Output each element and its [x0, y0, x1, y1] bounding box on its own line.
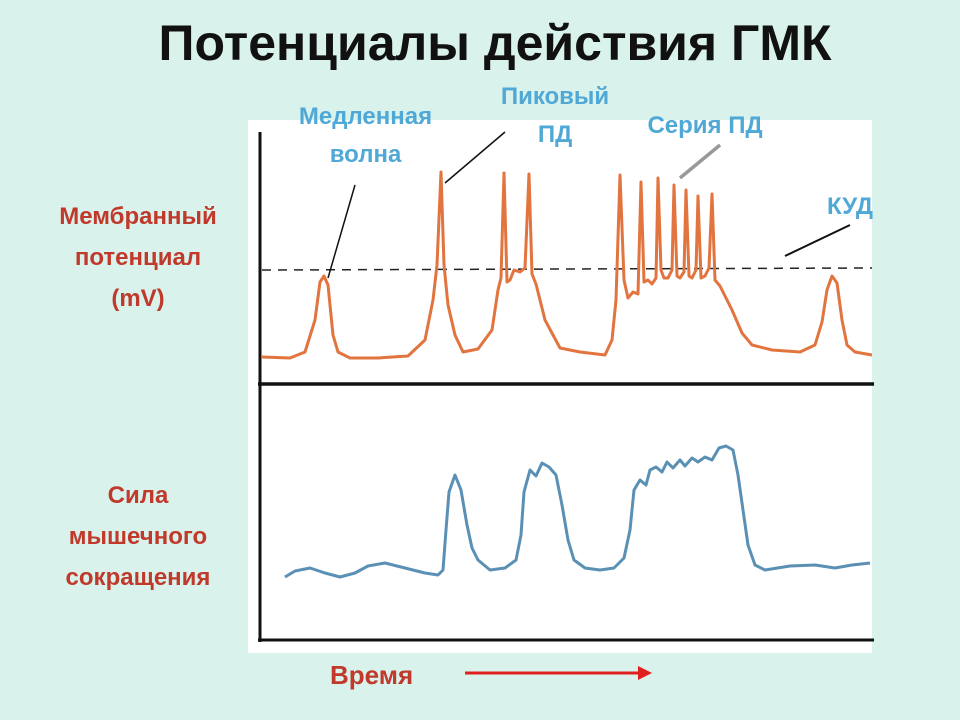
ap-series-text: Серия ПД: [647, 112, 763, 139]
time-axis-label: Время: [330, 660, 414, 690]
threshold-text: КУД: [826, 193, 874, 220]
page-title: Потенциалы действия ГМК: [158, 15, 832, 71]
plot-panel: [248, 120, 872, 653]
membrane-label-line-3: (mV): [111, 285, 165, 312]
ap-series-annotation: Серия ПД: [615, 107, 795, 145]
membrane-label-line-1: Мембранный: [59, 203, 217, 230]
spike-ap-line-1: Пиковый: [500, 83, 610, 110]
ap-series-pointer: [678, 143, 722, 180]
spike-ap-annotation: Пиковый ПД: [470, 78, 640, 154]
slow-wave-line-2: волна: [329, 141, 402, 168]
slow-wave-pointer: [327, 184, 356, 279]
slow-wave-line-1: Медленная: [298, 103, 433, 130]
time-arrow-head: [638, 666, 652, 680]
threshold-dashed-line: [261, 267, 873, 271]
force-label-line-3: сокращения: [65, 564, 211, 591]
spike-ap-line-2: ПД: [537, 121, 573, 148]
spike-ap-pointer: [444, 131, 506, 184]
membrane-potential-label: Мембранный потенциал (mV): [18, 196, 258, 319]
force-label-line-2: мышечного: [68, 523, 208, 550]
force-label-line-1: Сила: [107, 482, 169, 509]
contraction-force-trace: [284, 444, 871, 579]
threshold-pointer: [784, 224, 851, 257]
slow-wave-annotation: Медленная волна: [268, 98, 463, 174]
contraction-force-label: Сила мышечного сокращения: [18, 475, 258, 598]
threshold-annotation: КУД: [810, 188, 890, 226]
membrane-potential-trace: [261, 170, 873, 360]
membrane-label-line-2: потенциал: [74, 244, 202, 271]
